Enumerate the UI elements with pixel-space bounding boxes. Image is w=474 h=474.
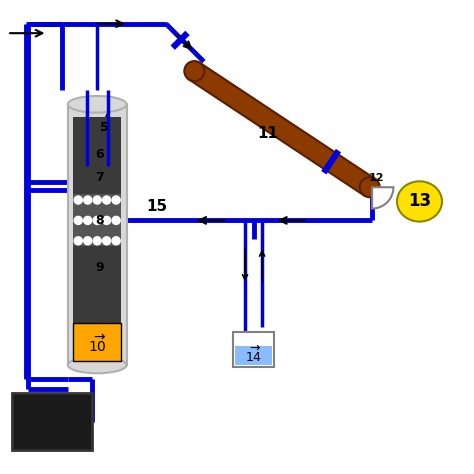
Ellipse shape [397,182,442,222]
Circle shape [102,237,110,245]
Circle shape [83,216,91,225]
Circle shape [83,237,91,245]
Circle shape [112,237,120,245]
Circle shape [112,196,120,204]
Circle shape [184,61,204,81]
Circle shape [102,196,110,204]
Bar [233,332,274,367]
Circle shape [102,216,110,225]
Circle shape [93,216,101,225]
Text: 7: 7 [95,171,104,184]
Bar [235,346,272,365]
Bar [68,104,127,365]
Text: $\overrightarrow{10}$: $\overrightarrow{10}$ [88,333,107,355]
Circle shape [74,237,82,245]
Text: 13: 13 [408,192,431,210]
Polygon shape [189,63,375,196]
Text: 8: 8 [95,214,104,227]
Circle shape [74,216,82,225]
Bar [73,117,121,346]
Circle shape [112,216,120,225]
Text: 5: 5 [100,121,109,135]
Text: 12: 12 [369,173,384,183]
Text: 9: 9 [95,261,104,274]
Text: $\overrightarrow{14}$: $\overrightarrow{14}$ [245,345,262,365]
Bar [73,194,121,246]
Text: 11: 11 [257,127,278,141]
Circle shape [93,237,101,245]
Bar [12,393,92,450]
Ellipse shape [68,356,127,374]
Ellipse shape [68,96,127,113]
Bar [73,323,121,361]
Text: 6: 6 [95,147,104,161]
Circle shape [83,196,91,204]
Text: 15: 15 [146,199,167,214]
Circle shape [93,196,101,204]
Circle shape [360,177,380,197]
Circle shape [74,196,82,204]
Wedge shape [372,187,393,209]
